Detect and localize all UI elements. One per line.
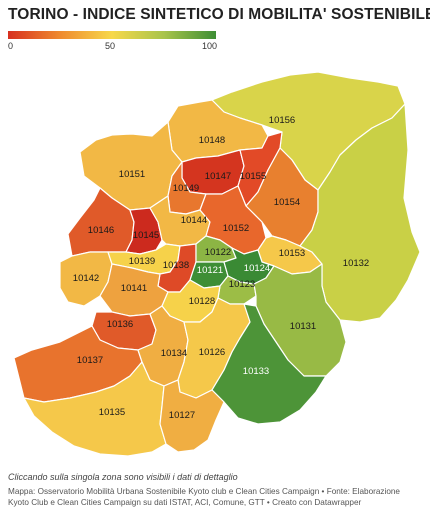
zone-label-10155: 10155	[240, 171, 266, 182]
zone-label-10153: 10153	[279, 248, 305, 259]
zone-label-10145: 10145	[133, 230, 159, 241]
zone-label-10133: 10133	[243, 366, 269, 377]
legend-tick-min: 0	[8, 41, 14, 51]
zone-10127[interactable]	[159, 379, 225, 453]
zone-label-10132: 10132	[343, 258, 369, 269]
zone-label-10151: 10151	[119, 169, 145, 180]
legend-gradient-bar	[8, 31, 216, 39]
zone-label-10126: 10126	[199, 347, 225, 358]
zone-10132[interactable]	[299, 103, 421, 323]
zone-10133[interactable]	[211, 303, 327, 425]
zone-label-10121: 10121	[197, 265, 223, 276]
zone-label-10136: 10136	[107, 319, 133, 330]
zone-label-10152: 10152	[223, 223, 249, 234]
legend-tick-max: 100	[202, 41, 218, 51]
source-credit: Mappa: Osservatorio Mobilità Urbana Sost…	[8, 487, 400, 507]
zone-label-10137: 10137	[77, 355, 103, 366]
zone-label-10147: 10147	[205, 171, 231, 182]
zone-label-10141: 10141	[121, 283, 147, 294]
zone-label-10138: 10138	[163, 260, 189, 271]
zone-label-10156: 10156	[269, 115, 295, 126]
interaction-note: Cliccando sulla singola zona sono visibi…	[8, 472, 238, 482]
zone-label-10128: 10128	[189, 296, 215, 307]
zone-label-10146: 10146	[88, 225, 114, 236]
zone-label-10154: 10154	[274, 197, 300, 208]
zone-label-10142: 10142	[73, 273, 99, 284]
legend-ticks: 0 50 100	[8, 39, 218, 53]
zone-label-10131: 10131	[290, 321, 316, 332]
map-title: TORINO - INDICE SINTETICO DI MOBILITA' S…	[8, 6, 430, 23]
zone-label-10144: 10144	[181, 215, 207, 226]
legend-tick-mid: 50	[105, 41, 116, 51]
zone-label-10139: 10139	[129, 256, 155, 267]
zone-label-10122: 10122	[205, 247, 231, 258]
zone-label-10124: 10124	[244, 263, 270, 274]
zone-label-10127: 10127	[169, 410, 195, 421]
zone-label-10134: 10134	[161, 348, 187, 359]
zone-label-10135: 10135	[99, 407, 125, 418]
zone-label-10148: 10148	[199, 135, 225, 146]
zone-label-10149: 10149	[173, 183, 199, 194]
color-legend: 0 50 100	[8, 31, 218, 53]
zone-label-10123: 10123	[229, 279, 255, 290]
